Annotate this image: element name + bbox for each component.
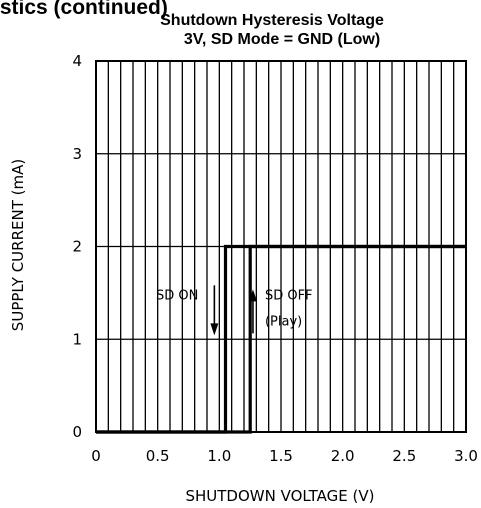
y-tick-label: 4 (72, 52, 82, 70)
x-tick-label: 1.5 (269, 447, 293, 465)
annotation-label: (Play) (265, 314, 302, 329)
y-tick-label: 1 (72, 330, 82, 348)
y-axis-label: SUPPLY CURRENT (mA) (9, 159, 27, 331)
x-axis-label: SHUTDOWN VOLTAGE (V) (185, 487, 374, 505)
annotations-group: SD ON SD OFF (Play) (156, 285, 313, 336)
x-tick-label: 0.5 (146, 447, 170, 465)
tick-labels: 0 0.5 1.0 1.5 2.0 2.5 3.0 0 1 2 3 4 (72, 52, 477, 465)
series-group (96, 244, 466, 434)
x-tick-label: 2.5 (392, 447, 416, 465)
page-heading: istics (continued) (0, 0, 168, 19)
x-tick-label: 1.0 (207, 447, 231, 465)
x-tick-label: 3.0 (454, 447, 478, 465)
arrow-up-icon (248, 289, 257, 302)
y-tick-label: 3 (72, 145, 82, 163)
chart-title: Shutdown Hysteresis Voltage (160, 12, 384, 29)
series-line-2 (96, 244, 466, 434)
annotation-label: SD ON (156, 288, 198, 303)
y-tick-label: 2 (72, 238, 82, 256)
arrow-down-icon (210, 323, 219, 336)
chart-subtitle: 3V, SD Mode = GND (Low) (184, 31, 380, 48)
x-tick-label: 2.0 (331, 447, 355, 465)
y-tick-label: 0 (72, 423, 82, 441)
x-tick-label: 0 (91, 447, 101, 465)
annotation-label: SD OFF (265, 288, 313, 303)
